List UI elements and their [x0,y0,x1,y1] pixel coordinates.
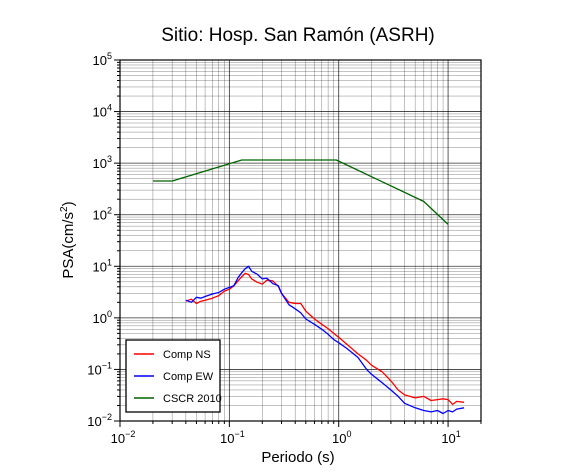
y-axis-label: PSA(cm/s2) [59,201,77,278]
series-line [185,265,465,415]
y-tick-label: 104 [93,103,112,120]
legend-label: Comp EW [163,371,214,383]
legend-label: CSCR 2010 [163,393,222,405]
y-tick-label: 100 [93,309,112,326]
y-tick-label: 102 [93,206,112,223]
series-line [152,159,449,225]
y-tick-label: 10−1 [87,360,112,377]
axis-ticks [114,59,482,427]
x-tick-label: 101 [441,429,460,446]
x-tick-labels: 10−2 10−1 100 101 [111,429,461,446]
y-tick-label: 101 [93,257,112,274]
legend: Comp NS Comp EW CSCR 2010 [125,339,222,413]
grid-lines [119,59,482,422]
chart-title: Sitio: Hosp. San Ramón (ASRH) [161,25,435,46]
series-line [185,272,465,406]
series-group [152,159,465,415]
y-tick-label: 105 [93,51,112,68]
plot-frame [119,59,482,422]
y-tick-labels: 10−2 10−1 100 101 102 103 104 105 [87,51,112,429]
legend-label: Comp NS [163,349,211,361]
x-axis-label: Periodo (s) [261,449,334,466]
y-tick-label: 103 [93,154,112,171]
y-tick-label: 10−2 [87,412,112,429]
x-tick-label: 10−2 [111,429,136,446]
x-tick-label: 100 [332,429,351,446]
x-tick-label: 10−1 [220,429,245,446]
